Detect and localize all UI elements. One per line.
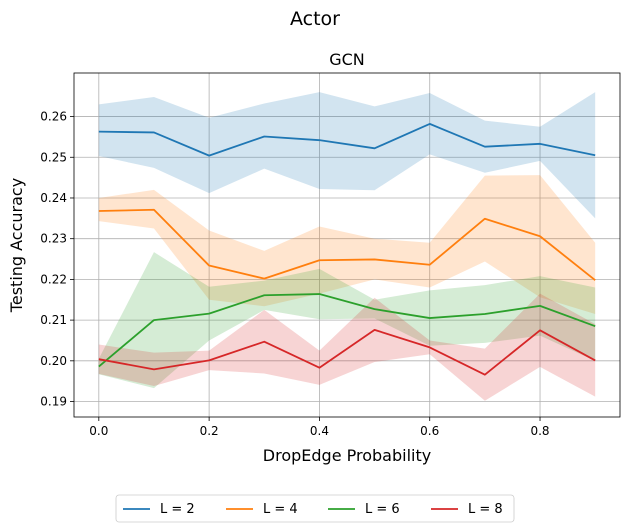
- series-2-band: [98, 175, 596, 315]
- legend-label-2: L = 4: [263, 502, 298, 517]
- y-tick-label: 0.22: [40, 272, 67, 286]
- legend-frame: [115, 494, 515, 523]
- plot-area: [73, 72, 621, 418]
- legend-label-4: L = 8: [468, 502, 503, 517]
- series-4-band: [98, 293, 596, 401]
- y-tick-label: 0.24: [40, 191, 67, 205]
- series-1-band: [98, 92, 596, 219]
- series-4-line: [98, 328, 596, 376]
- series-1-line: [98, 122, 596, 157]
- y-tick-label: 0.19: [40, 395, 67, 409]
- plot-title: GCN: [329, 50, 365, 69]
- legend-label-3: L = 6: [365, 502, 400, 517]
- y-axis-label: Testing Accuracy: [7, 178, 26, 313]
- y-tick-label: 0.26: [40, 110, 67, 124]
- x-tick-label: 0.4: [310, 424, 329, 438]
- x-axis-label: DropEdge Probability: [263, 446, 431, 465]
- x-tick-label: 0.8: [530, 424, 549, 438]
- series-3-line: [98, 293, 596, 368]
- grid: [74, 73, 620, 417]
- legend-label-1: L = 2: [160, 502, 195, 517]
- series-2-line: [98, 208, 596, 281]
- legend: L = 2 L = 4 L = 6 L = 8: [115, 494, 515, 523]
- y-tick-label: 0.25: [40, 150, 67, 164]
- x-tick-label: 0.2: [200, 424, 219, 438]
- y-tick-label: 0.21: [40, 313, 67, 327]
- confidence-bands: [98, 92, 596, 401]
- series-3-band: [98, 252, 596, 389]
- y-tick-label: 0.20: [40, 354, 67, 368]
- x-tick-label: 0.0: [89, 424, 108, 438]
- x-tick-label: 0.6: [420, 424, 439, 438]
- axis-ticks: 0.0 0.2 0.4 0.6 0.8 0.19 0.20 0.21 0.22 0.23 0.24 0…: [40, 110, 549, 438]
- y-tick-label: 0.23: [40, 232, 67, 246]
- figure-suptitle: Actor: [290, 8, 340, 30]
- series-lines: [98, 122, 596, 376]
